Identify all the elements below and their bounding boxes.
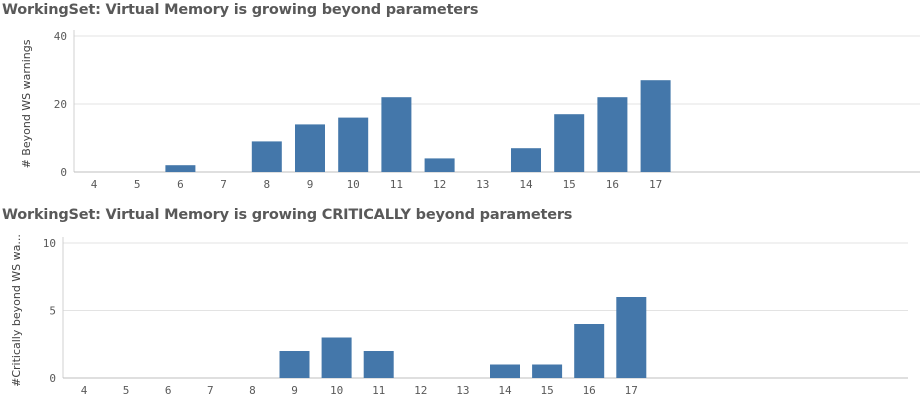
bar[interactable]: [597, 97, 628, 172]
x-tick-label: 10: [330, 384, 343, 397]
bar[interactable]: [424, 158, 455, 172]
chart-plot: 0 20 40 # Beyond WS warnings 4 5 6 7 8 9 10 11 12 13 1…: [20, 30, 920, 191]
chart-title: WorkingSet: Virtual Memory is growing CR…: [2, 207, 573, 223]
x-tick-label: 4: [81, 384, 88, 397]
bar[interactable]: [279, 351, 310, 378]
chart-plot: 0 5 10 #Critically beyond WS wa... 4 5 6 7 8 9 10 1…: [10, 234, 908, 397]
x-tick-label: 15: [563, 178, 576, 191]
y-tick-label: 20: [54, 98, 67, 111]
x-tick-label: 13: [476, 178, 489, 191]
x-tick-label: 10: [347, 178, 360, 191]
x-tick-label: 16: [606, 178, 619, 191]
x-tick-label: 4: [91, 178, 98, 191]
x-tick-label: 17: [625, 384, 638, 397]
y-tick-label: 40: [54, 30, 67, 43]
x-tick-label: 6: [165, 384, 172, 397]
x-tick-label: 7: [220, 178, 227, 191]
x-tick-label: 8: [263, 178, 270, 191]
x-tick-label: 14: [519, 178, 533, 191]
bar[interactable]: [381, 97, 412, 172]
bar[interactable]: [251, 141, 282, 172]
bar[interactable]: [338, 117, 369, 172]
y-axis-label: #Critically beyond WS wa...: [10, 234, 23, 387]
x-tick-label: 16: [583, 384, 596, 397]
bar[interactable]: [363, 351, 394, 378]
bar[interactable]: [165, 165, 196, 172]
bar[interactable]: [574, 324, 605, 378]
y-axis-label: # Beyond WS warnings: [20, 39, 33, 168]
chart-virtual-memory-growing: WorkingSet: Virtual Memory is growing be…: [0, 0, 922, 200]
x-tick-label: 9: [291, 384, 298, 397]
bar[interactable]: [616, 297, 647, 378]
bar[interactable]: [490, 364, 520, 379]
x-tick-label: 6: [177, 178, 184, 191]
x-tick-label: 12: [433, 178, 446, 191]
x-tick-label: 5: [123, 384, 130, 397]
x-tick-label: 11: [372, 384, 385, 397]
bar[interactable]: [511, 148, 541, 172]
x-tick-label: 7: [207, 384, 214, 397]
x-tick-label: 11: [390, 178, 403, 191]
x-tick-label: 17: [649, 178, 662, 191]
x-tick-label: 13: [456, 384, 469, 397]
y-tick-label: 0: [49, 372, 56, 385]
x-tick-label: 9: [307, 178, 314, 191]
x-tick-label: 15: [540, 384, 553, 397]
y-tick-label: 5: [49, 305, 56, 318]
x-tick-label: 8: [249, 384, 256, 397]
x-tick-label: 12: [414, 384, 427, 397]
bar[interactable]: [321, 337, 352, 379]
bar[interactable]: [554, 114, 585, 172]
bar[interactable]: [640, 80, 671, 172]
chart-virtual-memory-critical: WorkingSet: Virtual Memory is growing CR…: [0, 205, 922, 405]
x-tick-label: 14: [498, 384, 512, 397]
x-tick-label: 5: [134, 178, 141, 191]
bar[interactable]: [295, 124, 325, 172]
y-tick-label: 10: [43, 237, 56, 250]
chart-title: WorkingSet: Virtual Memory is growing be…: [2, 2, 479, 18]
bar[interactable]: [532, 364, 563, 379]
y-tick-label: 0: [60, 166, 67, 179]
